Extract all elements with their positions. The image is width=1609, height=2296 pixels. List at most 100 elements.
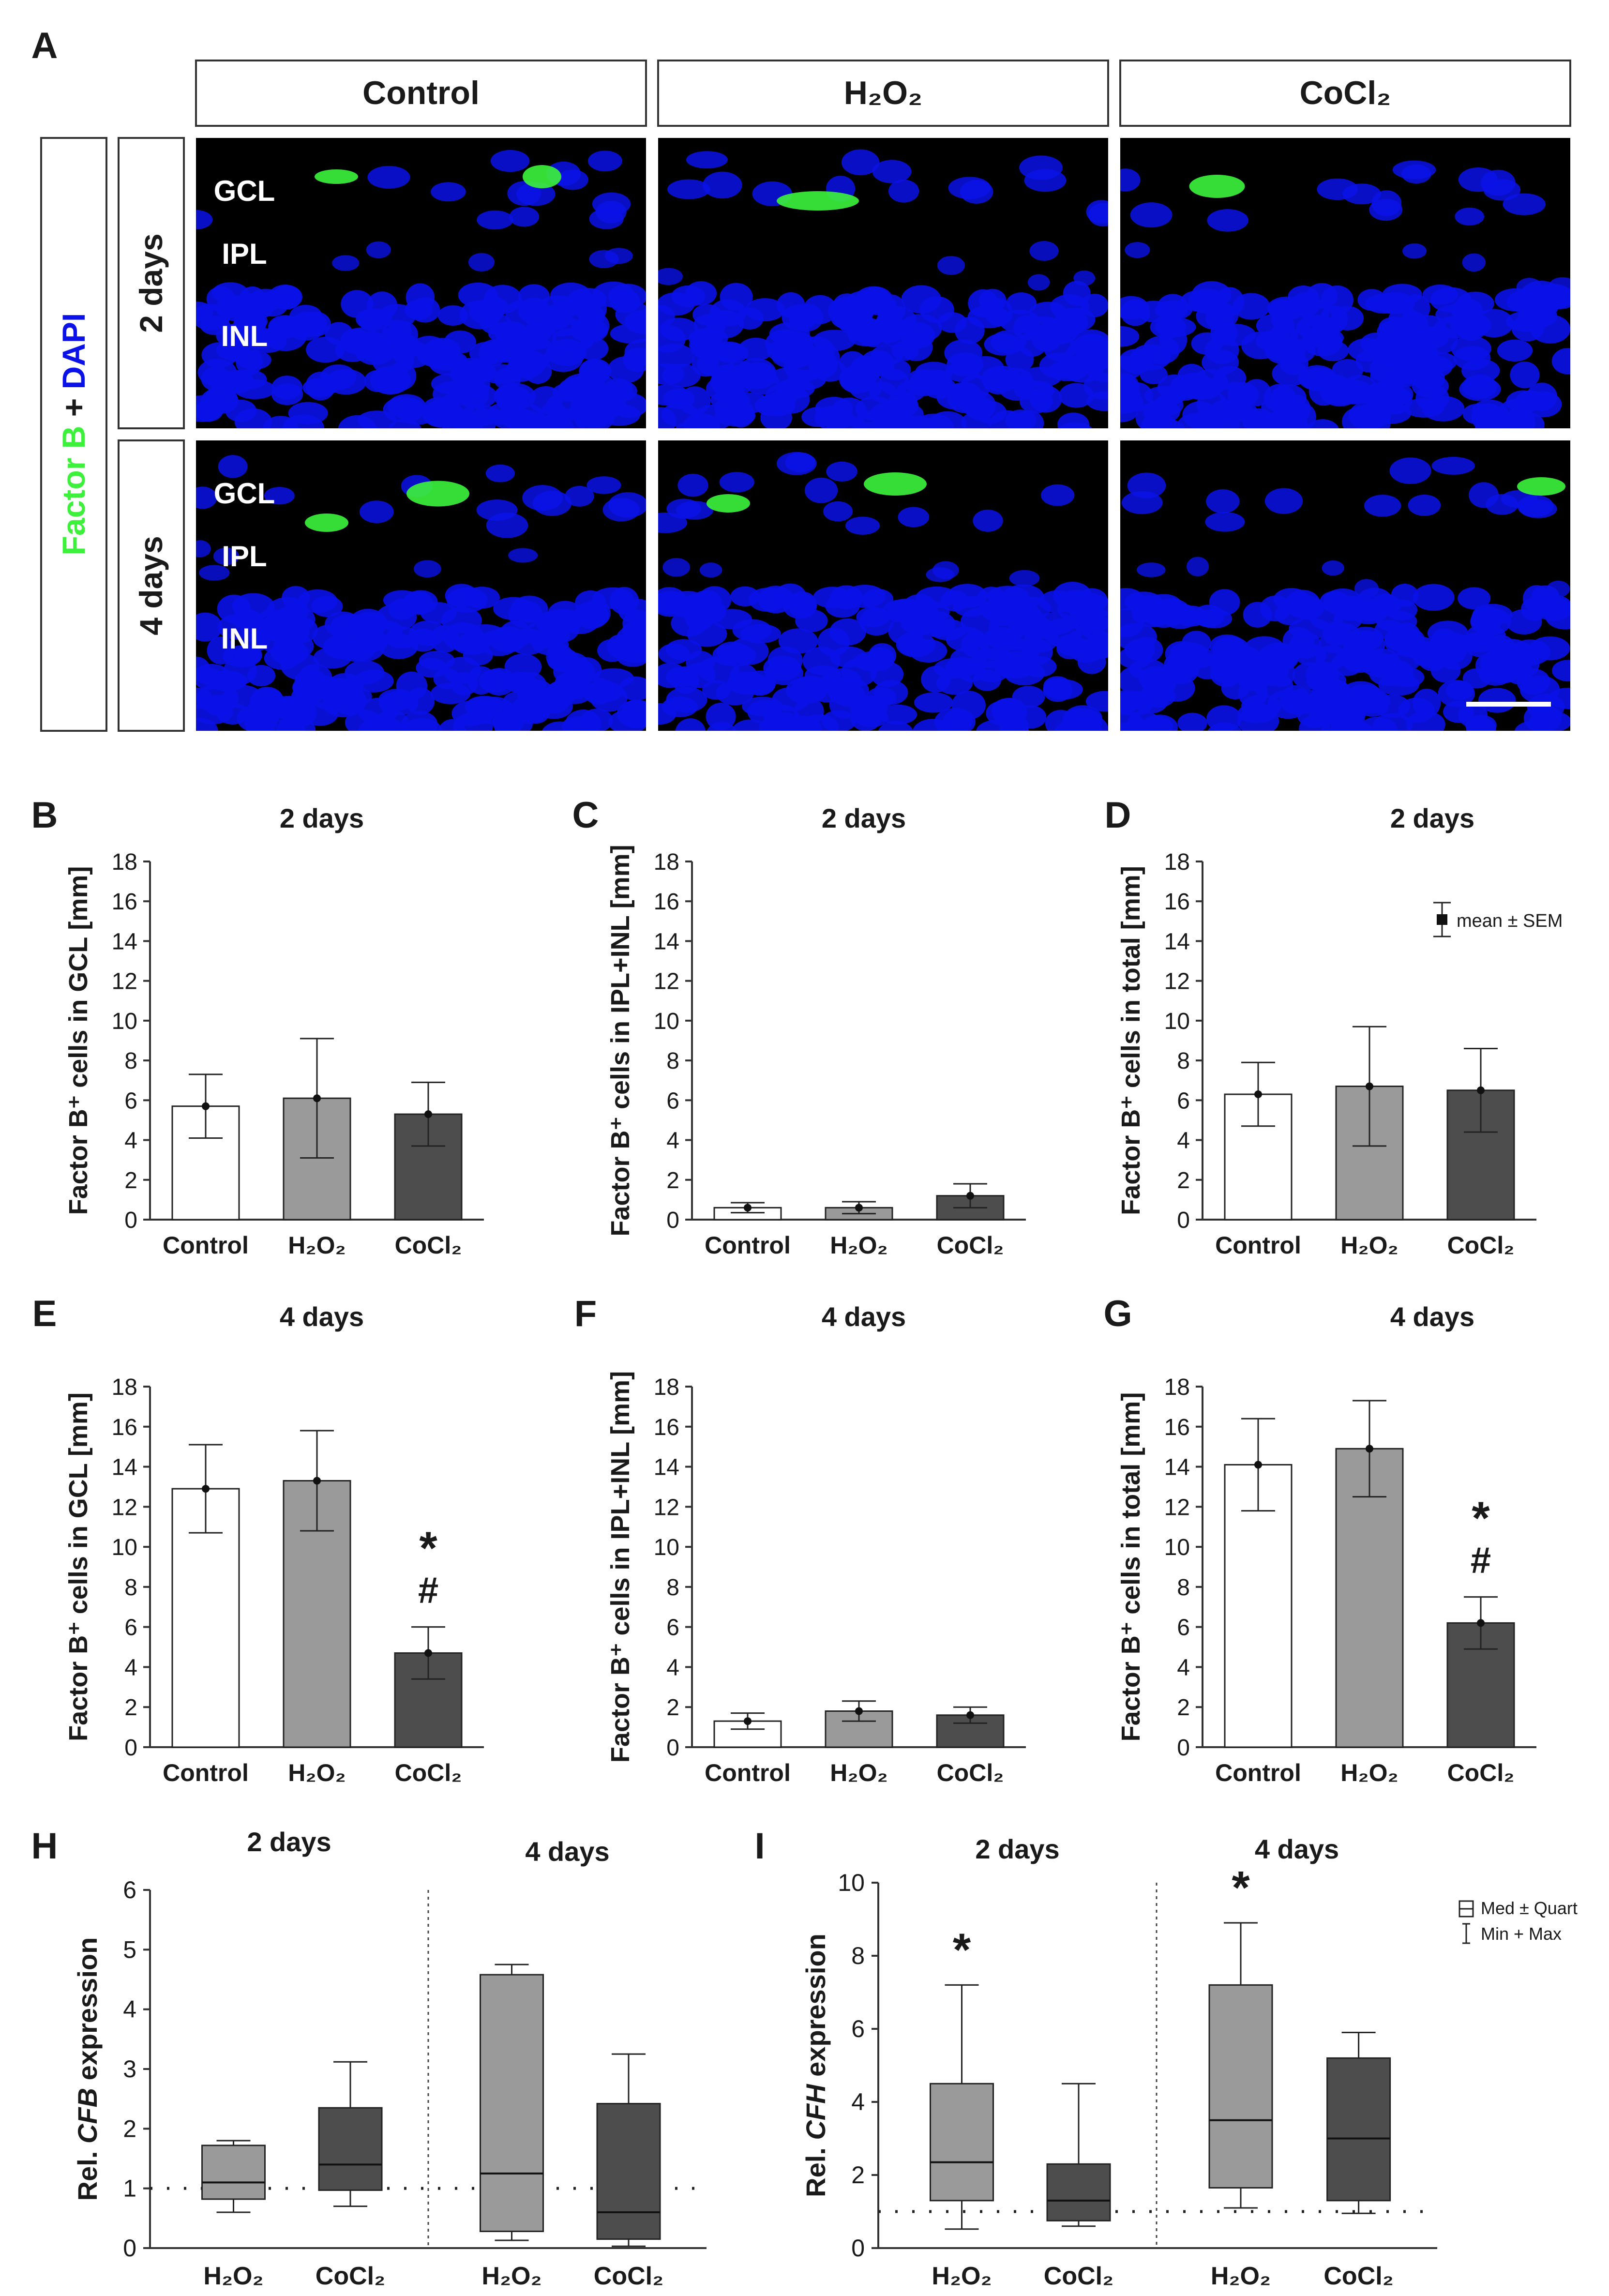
dapi-nucleus bbox=[487, 403, 518, 425]
dapi-nucleus bbox=[1261, 397, 1293, 418]
box bbox=[596, 2103, 661, 2240]
dapi-nucleus bbox=[690, 332, 722, 358]
factor-b-signal bbox=[406, 481, 469, 507]
panel-letter-f: F bbox=[574, 1293, 597, 1334]
dapi-nucleus bbox=[1006, 292, 1037, 315]
layer-label-ipl: IPL bbox=[222, 238, 267, 270]
chart-title: 2 days bbox=[1390, 803, 1474, 833]
significance-mark: * bbox=[953, 1924, 971, 1976]
dapi-nucleus bbox=[804, 665, 842, 685]
dapi-nucleus bbox=[736, 307, 764, 330]
dapi-nucleus bbox=[1021, 656, 1057, 678]
dapi-nucleus bbox=[1019, 155, 1063, 180]
dapi-nucleus bbox=[445, 584, 479, 607]
dapi-nucleus bbox=[1207, 722, 1242, 731]
dapi-nucleus bbox=[468, 253, 495, 272]
bar-chart-c: 2 days 0 2 4 6 8 10 12 14 16 18 Factor B⁺ cells in … bbox=[606, 803, 1026, 1259]
micrograph-nuclei bbox=[196, 455, 646, 731]
micrograph-nuclei bbox=[196, 150, 646, 428]
box bbox=[1208, 1984, 1273, 2189]
dapi-nucleus bbox=[686, 151, 728, 169]
dapi-nucleus bbox=[1497, 339, 1533, 362]
dapi-nucleus bbox=[881, 412, 920, 428]
x-tick-label: H₂O₂ bbox=[932, 2262, 992, 2290]
y-tick-label: 2 bbox=[1177, 1695, 1190, 1721]
row-label: 2 days bbox=[133, 233, 169, 332]
dapi-nucleus bbox=[485, 464, 515, 483]
micrograph-nuclei bbox=[658, 149, 1108, 428]
dapi-nucleus bbox=[1284, 339, 1316, 363]
dapi-nucleus bbox=[878, 721, 914, 731]
micrograph-panel bbox=[1120, 440, 1570, 731]
dapi-nucleus bbox=[513, 411, 549, 428]
dapi-nucleus bbox=[839, 300, 874, 324]
dapi-nucleus bbox=[697, 351, 734, 377]
y-axis-label: Factor B⁺ cells in GCL [mm] bbox=[64, 866, 93, 1215]
significance-mark: # bbox=[418, 1570, 438, 1611]
dapi-nucleus bbox=[1268, 324, 1298, 347]
dapi-nucleus bbox=[364, 370, 392, 393]
dapi-nucleus bbox=[606, 634, 634, 659]
y-tick-label: 6 bbox=[123, 1876, 136, 1903]
chart-title: 4 days bbox=[1390, 1301, 1474, 1332]
box bbox=[1326, 2057, 1391, 2202]
dapi-nucleus bbox=[430, 682, 471, 704]
y-tick-label: 10 bbox=[838, 1869, 865, 1896]
x-tick-label: H₂O₂ bbox=[830, 1232, 887, 1259]
dapi-nucleus bbox=[1057, 412, 1089, 428]
dapi-nucleus bbox=[886, 394, 919, 417]
dapi-nucleus bbox=[196, 486, 217, 509]
mean-point bbox=[424, 1110, 432, 1118]
dapi-nucleus bbox=[1322, 560, 1344, 576]
dapi-nucleus bbox=[312, 624, 345, 650]
x-tick-label: H₂O₂ bbox=[830, 1759, 887, 1786]
dapi-nucleus bbox=[1120, 711, 1144, 731]
dapi-nucleus bbox=[1381, 346, 1422, 370]
dapi-nucleus bbox=[1257, 657, 1289, 686]
dapi-nucleus bbox=[1121, 491, 1163, 514]
dapi-nucleus bbox=[509, 207, 540, 227]
dapi-nucleus bbox=[1029, 385, 1062, 413]
dapi-nucleus bbox=[1142, 714, 1178, 731]
dapi-nucleus bbox=[1221, 677, 1249, 700]
dapi-nucleus bbox=[1120, 326, 1140, 347]
y-tick-label: 2 bbox=[123, 2115, 136, 2142]
y-tick-label: 10 bbox=[654, 1535, 679, 1560]
dapi-nucleus bbox=[872, 160, 912, 183]
micrograph-panel bbox=[658, 440, 1108, 731]
dapi-nucleus bbox=[598, 404, 641, 426]
dapi-nucleus bbox=[293, 676, 323, 703]
x-tick-label: Control bbox=[705, 1232, 791, 1259]
dapi-nucleus bbox=[1462, 253, 1486, 272]
y-tick-label: 16 bbox=[1164, 889, 1190, 915]
y-tick-label: 0 bbox=[666, 1735, 679, 1761]
mean-point bbox=[313, 1477, 321, 1485]
bar-chart-b: 2 days 0 2 4 6 8 10 12 14 16 18 Factor B⁺ cells in … bbox=[64, 803, 484, 1259]
group-title: 2 days bbox=[247, 1827, 331, 1857]
legend-label: mean ± SEM bbox=[1457, 911, 1563, 931]
dapi-nucleus bbox=[740, 624, 781, 644]
dapi-nucleus bbox=[622, 347, 646, 372]
y-axis-label-part: CFB bbox=[72, 2088, 103, 2144]
dapi-nucleus bbox=[586, 476, 621, 494]
x-tick-label: H₂O₂ bbox=[1211, 2262, 1271, 2290]
dapi-nucleus bbox=[1072, 333, 1108, 360]
dapi-nucleus bbox=[1159, 325, 1188, 355]
dapi-nucleus bbox=[666, 687, 707, 713]
legend-label: Med ± Quart bbox=[1481, 1898, 1578, 1918]
dapi-nucleus bbox=[658, 512, 688, 533]
y-tick-label: 8 bbox=[1177, 1575, 1190, 1601]
dapi-nucleus bbox=[1451, 336, 1491, 361]
dapi-nucleus bbox=[1450, 312, 1491, 338]
micrograph-panel: GCL IPL INL bbox=[196, 440, 646, 731]
dapi-nucleus bbox=[1130, 202, 1173, 227]
layer-label-ipl: IPL bbox=[222, 540, 267, 573]
y-tick-label: 16 bbox=[654, 1415, 679, 1440]
x-tick-label: Control bbox=[1215, 1759, 1301, 1786]
y-tick-label: 6 bbox=[124, 1615, 137, 1641]
dapi-nucleus bbox=[1069, 602, 1102, 626]
mean-point bbox=[1366, 1445, 1373, 1453]
dapi-nucleus bbox=[1086, 360, 1108, 382]
layer-label-inl: INL bbox=[221, 320, 268, 352]
dapi-nucleus bbox=[1029, 241, 1059, 261]
